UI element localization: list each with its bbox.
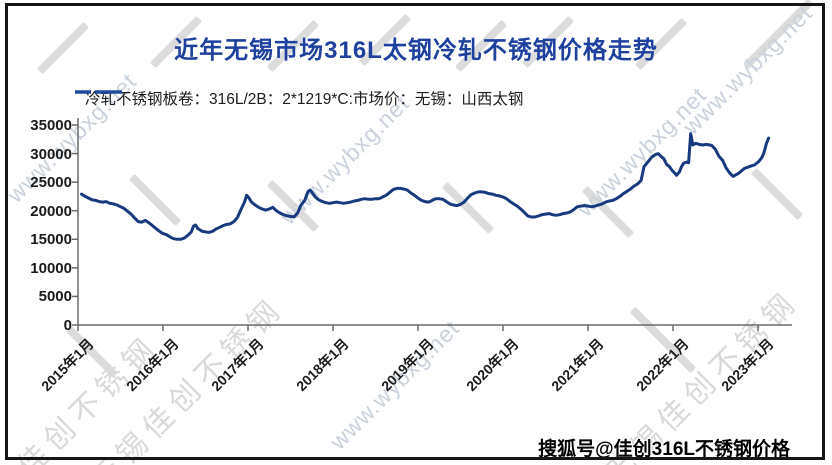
y-axis-tick-label: 5000 bbox=[38, 288, 72, 306]
y-axis-tick-label: 30000 bbox=[30, 145, 72, 163]
chart-title: 近年无锡市场316L太钢冷轧不锈钢价格走势 bbox=[174, 37, 658, 64]
legend-line-marker bbox=[75, 90, 122, 94]
legend-series-label: 冷轧不锈钢板卷：316L/2B：2*1219*C:市场价：无锡：山西太钢 bbox=[85, 91, 524, 108]
sohu-badge-text: 搜狐号@佳创316L不锈钢价格 bbox=[538, 439, 790, 460]
y-axis-tick-label: 25000 bbox=[30, 174, 72, 192]
y-axis-tick-label: 0 bbox=[63, 317, 72, 334]
y-axis-tick-label: 15000 bbox=[30, 231, 72, 249]
chart-legend: 冷轧不锈钢板卷：316L/2B：2*1219*C:市场价：无锡：山西太钢 bbox=[74, 87, 523, 109]
y-axis-tick-label: 10000 bbox=[30, 259, 72, 277]
y-axis-tick-label: 20000 bbox=[30, 202, 72, 220]
y-axis-tick-label: 35000 bbox=[30, 117, 72, 134]
